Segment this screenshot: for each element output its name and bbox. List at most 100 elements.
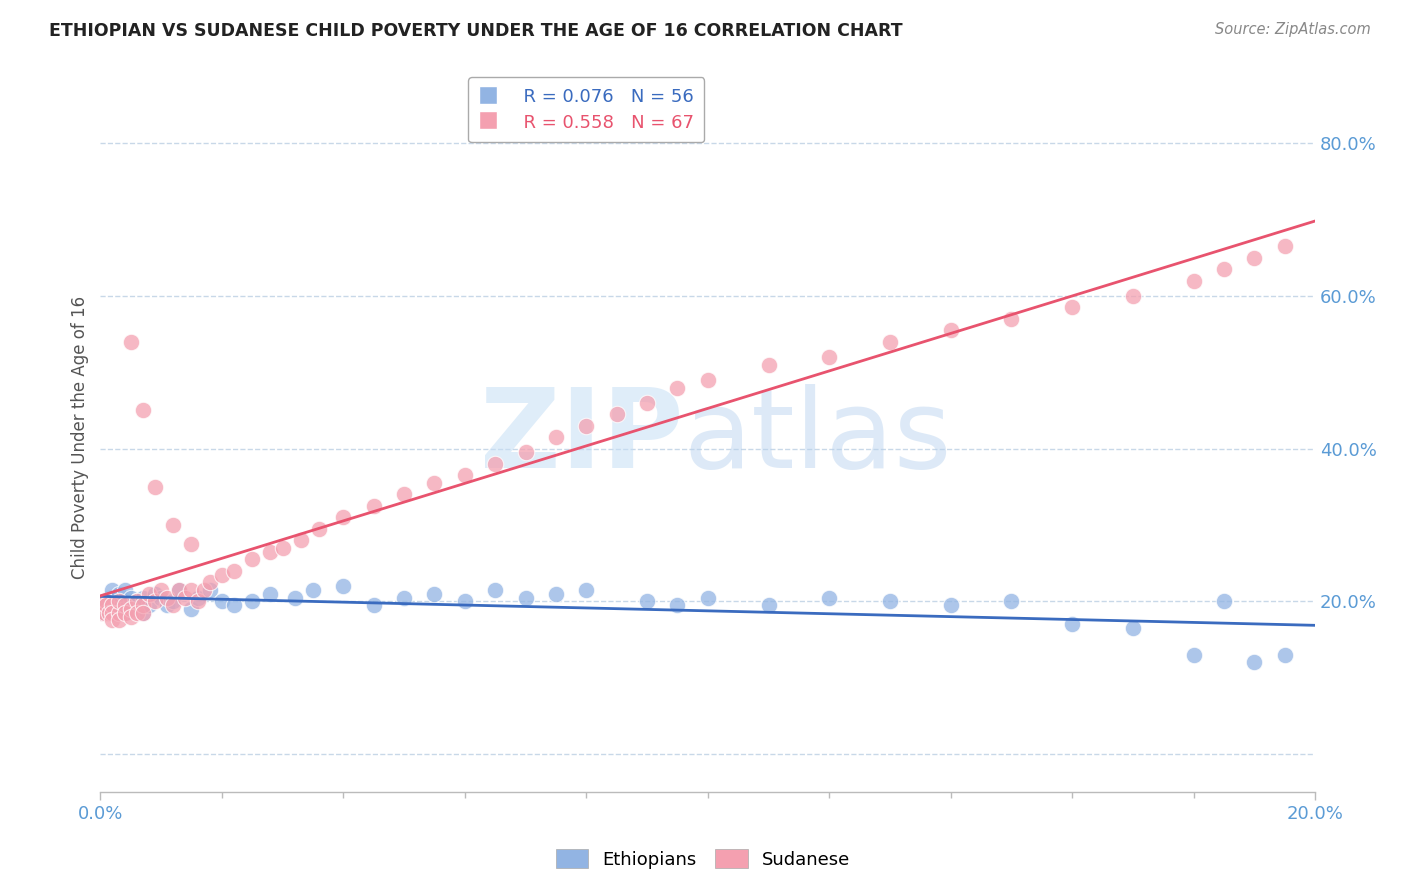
Point	[162, 598, 184, 612]
Point	[879, 334, 901, 349]
Point	[91, 606, 114, 620]
Point	[96, 598, 118, 612]
Point	[290, 533, 312, 548]
Point	[125, 602, 148, 616]
Point	[636, 396, 658, 410]
Point	[240, 552, 263, 566]
Point	[1062, 617, 1084, 632]
Point	[107, 587, 129, 601]
Point	[211, 594, 233, 608]
Point	[114, 582, 136, 597]
Point	[1243, 656, 1265, 670]
Point	[1000, 311, 1022, 326]
Point	[193, 582, 215, 597]
Point	[1274, 239, 1296, 253]
Point	[180, 537, 202, 551]
Point	[114, 606, 136, 620]
Text: ZIP: ZIP	[479, 384, 683, 491]
Point	[156, 598, 179, 612]
Point	[94, 606, 117, 620]
Point	[125, 606, 148, 620]
Point	[132, 606, 155, 620]
Point	[484, 582, 506, 597]
Point	[423, 476, 446, 491]
Legend:   R = 0.076   N = 56,   R = 0.558   N = 67: R = 0.076 N = 56, R = 0.558 N = 67	[468, 77, 704, 143]
Point	[222, 564, 245, 578]
Point	[308, 522, 330, 536]
Point	[143, 480, 166, 494]
Point	[98, 606, 121, 620]
Point	[696, 591, 718, 605]
Point	[101, 591, 124, 605]
Point	[98, 591, 121, 605]
Point	[143, 594, 166, 608]
Point	[101, 614, 124, 628]
Point	[93, 606, 115, 620]
Point	[363, 598, 385, 612]
Point	[143, 587, 166, 601]
Point	[879, 594, 901, 608]
Point	[939, 598, 962, 612]
Point	[120, 609, 142, 624]
Point	[515, 445, 537, 459]
Point	[150, 582, 173, 597]
Point	[454, 594, 477, 608]
Point	[114, 606, 136, 620]
Point	[125, 594, 148, 608]
Point	[666, 381, 689, 395]
Point	[636, 594, 658, 608]
Text: Source: ZipAtlas.com: Source: ZipAtlas.com	[1215, 22, 1371, 37]
Point	[758, 598, 780, 612]
Point	[1062, 301, 1084, 315]
Point	[120, 334, 142, 349]
Point	[271, 541, 294, 555]
Point	[174, 591, 197, 605]
Point	[114, 598, 136, 612]
Point	[93, 598, 115, 612]
Point	[120, 591, 142, 605]
Point	[107, 594, 129, 608]
Point	[132, 591, 155, 605]
Point	[107, 614, 129, 628]
Point	[302, 582, 325, 597]
Point	[120, 598, 142, 612]
Point	[818, 591, 841, 605]
Point	[484, 457, 506, 471]
Point	[696, 373, 718, 387]
Point	[169, 582, 191, 597]
Point	[150, 591, 173, 605]
Point	[758, 358, 780, 372]
Point	[575, 418, 598, 433]
Point	[1000, 594, 1022, 608]
Point	[132, 403, 155, 417]
Point	[211, 567, 233, 582]
Point	[1213, 594, 1236, 608]
Point	[162, 518, 184, 533]
Point	[186, 594, 208, 608]
Point	[138, 598, 160, 612]
Point	[101, 598, 124, 612]
Point	[544, 430, 567, 444]
Point	[423, 587, 446, 601]
Point	[818, 350, 841, 364]
Y-axis label: Child Poverty Under the Age of 16: Child Poverty Under the Age of 16	[72, 295, 89, 579]
Point	[332, 510, 354, 524]
Point	[259, 545, 281, 559]
Point	[1182, 274, 1205, 288]
Point	[107, 606, 129, 620]
Point	[169, 582, 191, 597]
Point	[96, 594, 118, 608]
Text: atlas: atlas	[683, 384, 952, 491]
Point	[1122, 621, 1144, 635]
Point	[363, 499, 385, 513]
Point	[222, 598, 245, 612]
Point	[1213, 262, 1236, 277]
Point	[156, 591, 179, 605]
Point	[666, 598, 689, 612]
Point	[259, 587, 281, 601]
Point	[162, 594, 184, 608]
Point	[101, 598, 124, 612]
Point	[198, 582, 221, 597]
Point	[101, 582, 124, 597]
Point	[1243, 251, 1265, 265]
